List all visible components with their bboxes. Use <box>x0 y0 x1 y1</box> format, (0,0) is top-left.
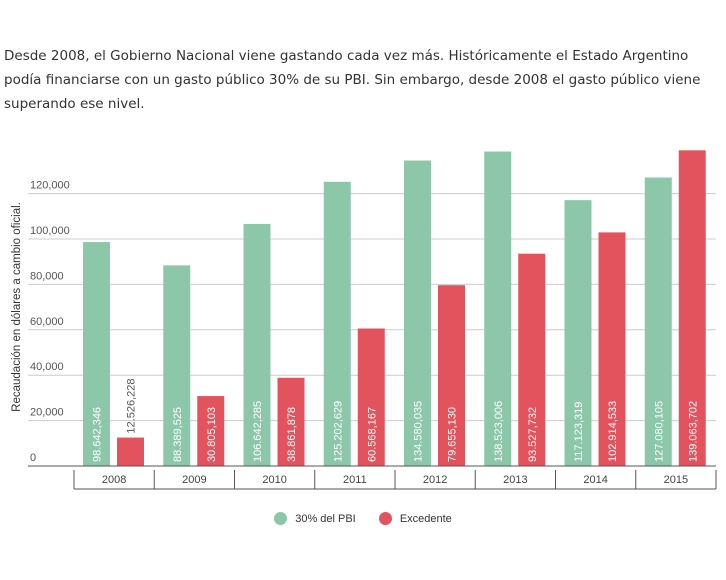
bar-pbi-2008 <box>83 242 110 466</box>
intro-paragraph: Desde 2008, el Gobierno Nacional viene g… <box>4 48 701 112</box>
legend-item-excedente[interactable]: Excedente <box>378 512 452 525</box>
x-tick-label: 2013 <box>503 474 527 486</box>
bars: 98.642,346 12.526,228 88.389,525 30.805,103… <box>83 150 706 467</box>
x-tick-label: 2015 <box>664 474 688 486</box>
bar-value-label: 106.642,285 <box>252 401 264 462</box>
bar-chart: 020,00040,00060,00080,000100,000120,000 … <box>11 150 717 490</box>
bar-excedente-2011 <box>357 328 385 466</box>
bar-value-label: 139.063,702 <box>687 401 699 462</box>
bar-value-label: 60.568,167 <box>366 407 378 462</box>
bar-value-label: 93.527,732 <box>527 407 539 462</box>
bar-excedente-2010 <box>277 377 305 466</box>
x-tick-label: 2011 <box>343 474 367 486</box>
y-axis-label: Recaudación en dólares a cambio oficial. <box>11 202 23 412</box>
x-tick-label: 2010 <box>262 474 286 486</box>
legend-item-pbi[interactable]: 30% del PBI <box>274 512 356 525</box>
legend-pbi-swatch <box>274 512 288 525</box>
bar-value-label: 79.655,130 <box>447 407 459 462</box>
bar-pbi-2010 <box>243 223 271 466</box>
bar-value-label: 125.202,629 <box>332 401 344 462</box>
bar-pbi-2012 <box>404 160 431 466</box>
bar-value-label: 98.642,346 <box>92 407 104 462</box>
y-tick-label: 80,000 <box>30 270 64 282</box>
y-tick-label: 0 <box>30 452 36 464</box>
bar-value-label: 134.580,035 <box>413 401 425 462</box>
bar-value-label: 88.389,525 <box>172 407 184 462</box>
bar-value-label: 30.805,103 <box>206 407 218 462</box>
x-tick-label: 2008 <box>102 474 126 486</box>
bar-value-label: 102.914,533 <box>607 401 619 462</box>
bar-excedente-2015 <box>678 150 706 467</box>
bar-pbi-2009 <box>163 265 191 466</box>
bar-excedente-2013 <box>518 253 546 466</box>
bar-value-label: 138.523,006 <box>493 401 505 462</box>
y-tick-label: 60,000 <box>30 316 64 328</box>
bar-value-label: 38.861,878 <box>286 407 298 462</box>
bar-excedente-2008 <box>117 437 144 466</box>
x-tick-label: 2014 <box>583 474 607 486</box>
bar-pbi-2013 <box>484 151 512 466</box>
legend: 30% del PBI Excedente <box>0 512 726 528</box>
bar-pbi-2011 <box>323 181 351 466</box>
x-axis: 2008 2009 2010 2011 2012 2013 2014 2015 <box>28 465 717 490</box>
bar-excedente-2012 <box>438 285 465 466</box>
legend-pbi-label: 30% del PBI <box>295 512 356 525</box>
x-tick-label: 2009 <box>182 474 206 486</box>
y-tick-label: 120,000 <box>30 180 70 192</box>
legend-excedente-swatch <box>378 512 392 525</box>
y-tick-label: 100,000 <box>30 225 70 237</box>
bar-value-label: 12.526,228 <box>126 379 138 434</box>
legend-excedente-label: Excedente <box>399 512 452 525</box>
bar-pbi-2014 <box>564 200 592 466</box>
x-tick-label: 2012 <box>423 474 447 486</box>
bar-value-label: 117.123,319 <box>573 402 585 462</box>
bar-value-label: 127.080,105 <box>653 401 665 462</box>
bar-pbi-2015 <box>644 177 672 466</box>
y-tick-label: 40,000 <box>30 361 64 373</box>
bar-excedente-2009 <box>197 396 225 466</box>
bar-excedente-2014 <box>598 232 626 466</box>
y-tick-label: 20,000 <box>30 407 64 419</box>
